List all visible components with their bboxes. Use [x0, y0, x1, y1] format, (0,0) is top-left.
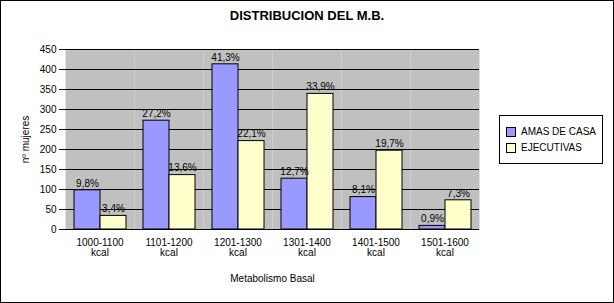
html-text:AMAS DE CASA: AMAS DE CASA [521, 126, 596, 137]
svg-text:400: 400 [40, 64, 57, 75]
svg-text:33,9%: 33,9% [306, 81, 334, 92]
svg-text:1301-1400kcal: 1301-1400kcal [283, 237, 331, 258]
svg-text:9,8%: 9,8% [76, 178, 99, 189]
svg-text:150: 150 [40, 164, 57, 175]
svg-text:3,4%: 3,4% [102, 203, 125, 214]
svg-text:100: 100 [40, 184, 57, 195]
svg-text:19,7%: 19,7% [375, 138, 403, 149]
svg-text:1201-1300kcal: 1201-1300kcal [214, 237, 262, 258]
svg-text:22,1%: 22,1% [237, 128, 265, 139]
svg-text:41,3%: 41,3% [211, 52, 239, 63]
svg-text:1401-1500kcal: 1401-1500kcal [352, 237, 400, 258]
svg-text:250: 250 [40, 124, 57, 135]
svg-text:350: 350 [40, 84, 57, 95]
html-text:EJECUTIVAS: EJECUTIVAS [521, 142, 582, 153]
svg-text:13,6%: 13,6% [168, 162, 196, 173]
svg-text:nº mujeres: nº mujeres [20, 116, 31, 164]
svg-text:12,7%: 12,7% [280, 166, 308, 177]
svg-text:1101-1200kcal: 1101-1200kcal [145, 237, 193, 258]
svg-text:Metabolismo Basal: Metabolismo Basal [230, 273, 314, 284]
svg-text:200: 200 [40, 144, 57, 155]
svg-text:1501-1600kcal: 1501-1600kcal [421, 237, 469, 258]
svg-text:7,3%: 7,3% [447, 188, 470, 199]
html-text:DISTRIBUCION DEL M.B.: DISTRIBUCION DEL M.B. [229, 8, 385, 23]
svg-text:450: 450 [40, 44, 57, 55]
svg-text:27,2%: 27,2% [142, 108, 170, 119]
svg-text:50: 50 [45, 204, 57, 215]
svg-text:0: 0 [51, 224, 57, 235]
svg-text:1000-1100kcal: 1000-1100kcal [76, 237, 124, 258]
svg-text:0,9%: 0,9% [421, 213, 444, 224]
svg-text:300: 300 [40, 104, 57, 115]
svg-text:8,1%: 8,1% [352, 184, 375, 195]
